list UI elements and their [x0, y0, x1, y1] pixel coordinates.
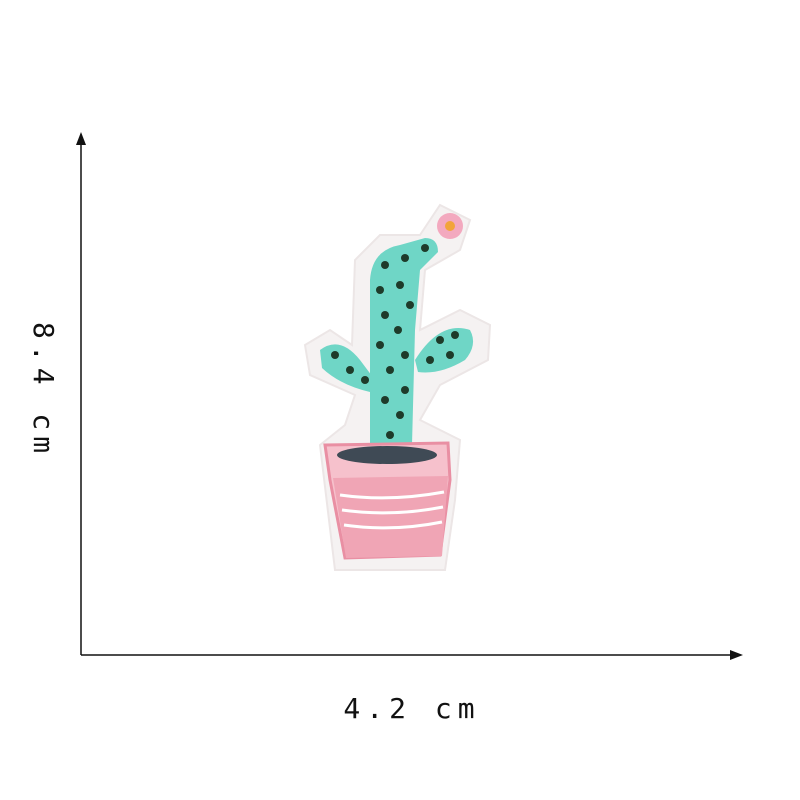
cactus-patch [303, 203, 492, 571]
height-label: 8.4 cm [27, 322, 60, 459]
width-arrow [730, 650, 743, 660]
height-arrow [76, 132, 86, 145]
width-label: 4.2 cm [343, 692, 480, 725]
